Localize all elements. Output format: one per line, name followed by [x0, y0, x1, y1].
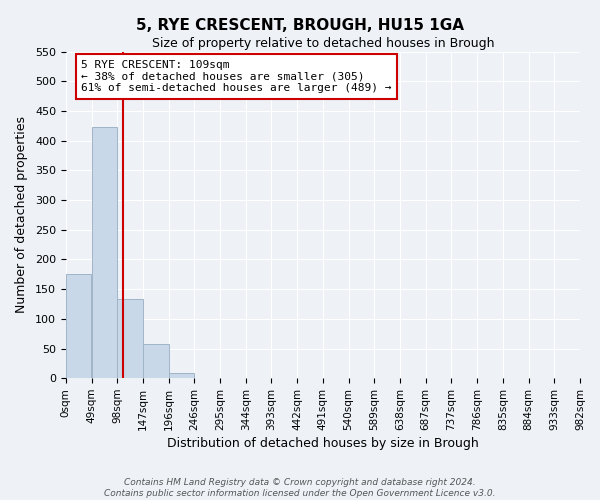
Bar: [169, 374, 194, 378]
Y-axis label: Number of detached properties: Number of detached properties: [15, 116, 28, 314]
Bar: [118, 299, 143, 378]
Text: 5, RYE CRESCENT, BROUGH, HU15 1GA: 5, RYE CRESCENT, BROUGH, HU15 1GA: [136, 18, 464, 32]
X-axis label: Distribution of detached houses by size in Brough: Distribution of detached houses by size …: [167, 437, 479, 450]
Text: 5 RYE CRESCENT: 109sqm
← 38% of detached houses are smaller (305)
61% of semi-de: 5 RYE CRESCENT: 109sqm ← 38% of detached…: [81, 60, 392, 93]
Title: Size of property relative to detached houses in Brough: Size of property relative to detached ho…: [152, 38, 494, 51]
Bar: [66, 274, 91, 378]
Bar: [143, 344, 169, 378]
Text: Contains HM Land Registry data © Crown copyright and database right 2024.
Contai: Contains HM Land Registry data © Crown c…: [104, 478, 496, 498]
Bar: [92, 127, 117, 378]
